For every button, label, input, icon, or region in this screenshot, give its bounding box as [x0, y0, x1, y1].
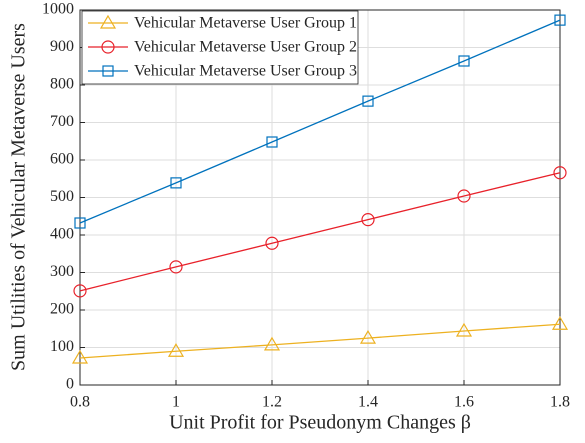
legend-label: Vehicular Metaverse User Group 2 — [134, 39, 357, 56]
series-line — [79, 323, 561, 359]
x-tick-label: 0.8 — [70, 394, 90, 411]
point-marker — [458, 55, 470, 67]
y-tick-label: 500 — [50, 188, 74, 205]
y-tick-label: 900 — [50, 38, 74, 55]
y-tick-label: 400 — [50, 226, 74, 243]
x-tick-label: 1.4 — [358, 394, 378, 411]
legend-marker — [101, 40, 115, 54]
point-marker — [263, 336, 281, 351]
x-tick-label: 1.2 — [262, 394, 282, 411]
point-marker — [266, 136, 278, 148]
point-marker — [169, 260, 183, 274]
point-marker — [455, 322, 473, 337]
series-line — [79, 172, 561, 292]
point-marker — [71, 349, 89, 364]
y-tick-label: 300 — [50, 263, 74, 280]
y-tick-label: 800 — [50, 76, 74, 93]
point-marker — [74, 217, 86, 229]
y-tick-label: 600 — [50, 151, 74, 168]
point-marker — [359, 329, 377, 344]
point-marker — [170, 177, 182, 189]
x-tick-label: 1.8 — [550, 394, 570, 411]
y-tick-label: 100 — [50, 338, 74, 355]
legend-marker — [102, 65, 114, 77]
point-marker — [362, 95, 374, 107]
point-marker — [551, 316, 569, 330]
series-line — [79, 19, 561, 224]
legend-label: Vehicular Metaverse User Group 1 — [134, 15, 357, 32]
y-tick-label: 1000 — [42, 1, 74, 18]
y-tick-label: 0 — [66, 376, 74, 393]
point-marker — [73, 284, 87, 298]
y-tick-label: 200 — [50, 301, 74, 318]
point-marker — [554, 14, 566, 26]
x-tick-label: 1.6 — [454, 394, 474, 411]
legend-marker — [99, 14, 117, 29]
y-tick-label: 700 — [50, 113, 74, 130]
point-marker — [457, 189, 471, 203]
axes-box — [79, 9, 561, 386]
point-marker — [553, 166, 567, 180]
x-tick-label: 1 — [172, 394, 180, 411]
point-marker — [167, 343, 185, 357]
legend-label: Vehicular Metaverse User Group 3 — [134, 63, 357, 80]
x-axis-label: Unit Profit for Pseudonym Changes β — [169, 412, 471, 434]
y-axis-label: Sum Utilities of Vehicular Metaverse Use… — [8, 23, 30, 371]
point-marker — [361, 213, 375, 227]
point-marker — [265, 236, 279, 250]
